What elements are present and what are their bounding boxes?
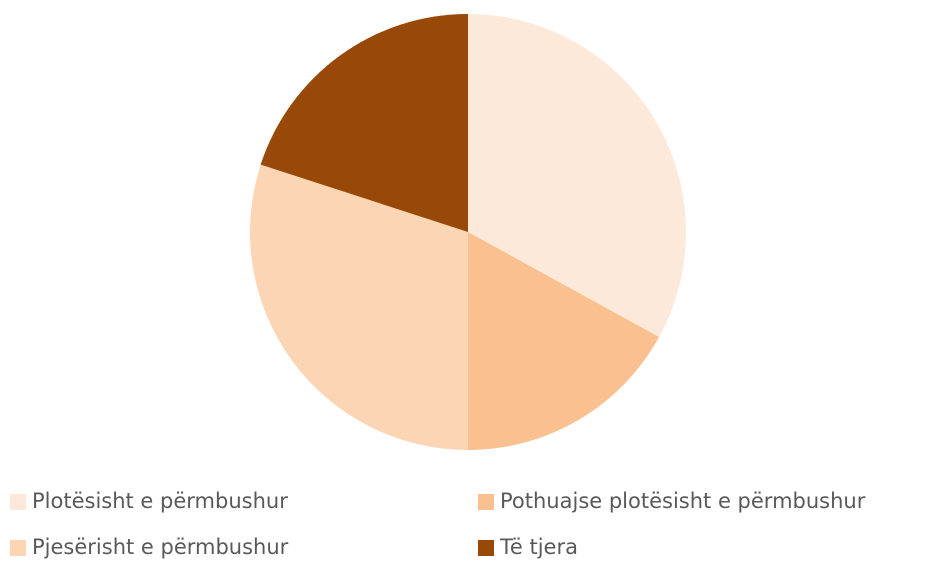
pie-slice xyxy=(260,14,468,232)
legend-label: Plotësisht e përmbushur xyxy=(32,489,288,513)
legend-label: Pothuajse plotësisht e përmbushur xyxy=(500,489,866,513)
legend-swatch xyxy=(478,540,494,556)
pie-slice xyxy=(249,164,468,451)
pie-slice xyxy=(468,14,687,338)
legend-swatch xyxy=(10,494,26,510)
pie-slice xyxy=(468,232,660,450)
legend-swatch xyxy=(478,494,494,510)
legend-label: Pjesërisht e përmbushur xyxy=(32,535,289,559)
legend-swatch xyxy=(10,540,26,556)
legend-label: Të tjera xyxy=(499,535,578,559)
